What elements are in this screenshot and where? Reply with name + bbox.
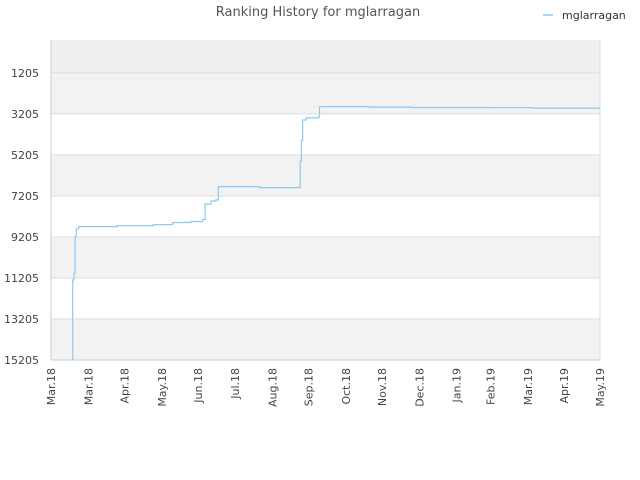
- y-tick-label: 15205: [4, 354, 39, 367]
- plot-background-bands: [51, 40, 600, 360]
- y-tick-label: 3205: [11, 108, 39, 121]
- y-tick-label: 5205: [11, 149, 39, 162]
- x-tick-label: May.18: [156, 368, 169, 407]
- y-tick-label: 1205: [11, 67, 39, 80]
- x-tick-label: Mar.18: [45, 368, 58, 405]
- legend[interactable]: mglarragan: [543, 9, 626, 22]
- x-tick-label: Apr.18: [118, 368, 131, 404]
- x-tick-label: Nov.18: [376, 368, 389, 406]
- plot-band: [51, 318, 600, 360]
- x-tick-label: Jun.18: [192, 368, 205, 404]
- y-tick-label: 7205: [11, 190, 39, 203]
- y-tick-label: 9205: [11, 231, 39, 244]
- y-tick-label: 13205: [4, 313, 39, 326]
- x-axis-tick-labels: Mar.18 Mar.18 Apr.18 May.18 Jun.18 Jul.18 Aug.…: [45, 368, 607, 407]
- x-tick-label: Apr.19: [558, 368, 571, 404]
- x-tick-label: Sep.18: [303, 368, 316, 406]
- x-tick-label: Mar.18: [82, 368, 95, 405]
- plot-band: [51, 236, 600, 278]
- x-tick-label: Aug.18: [267, 368, 280, 407]
- x-tick-label: Dec.18: [413, 368, 426, 407]
- x-tick-label: May.19: [594, 368, 607, 407]
- x-tick-label: Jul.18: [229, 368, 242, 400]
- x-tick-label: Oct.18: [340, 368, 353, 405]
- plot-band: [51, 154, 600, 196]
- x-tick-label: Mar.19: [522, 368, 535, 405]
- series-line: [72, 106, 600, 360]
- y-axis-tick-labels: 1205 3205 5205 7205 9205 11205 13205 15205: [4, 67, 39, 367]
- x-tick-label: Jan.19: [451, 368, 464, 403]
- series-group: [72, 106, 600, 360]
- x-tick-label: Feb.19: [484, 368, 497, 405]
- chart-title: Ranking History for mglarragan: [216, 5, 420, 20]
- y-tick-label: 11205: [4, 272, 39, 285]
- plot-band: [51, 40, 600, 73]
- legend-label: mglarragan: [562, 9, 626, 22]
